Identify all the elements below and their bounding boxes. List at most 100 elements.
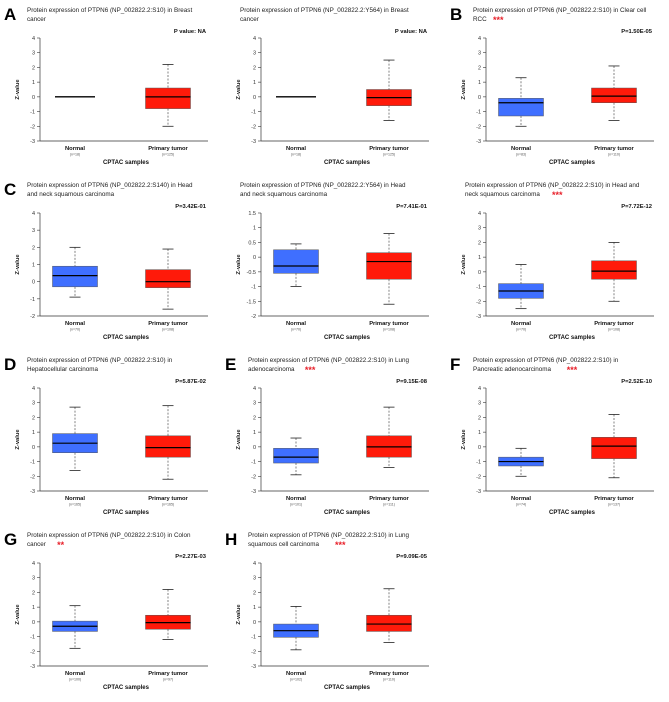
y-tick-label: -2 [30,314,35,320]
chart-title-line: Protein expression of PTPN6 (NP_002822.2… [248,357,410,364]
y-tick-label: 2 [32,65,35,71]
panel-4: Protein expression of PTPN6 (NP_002822.2… [236,182,429,341]
sample-count: (n=70) [291,328,302,332]
panel-10: H Protein expression of PTPN6 (NP_002822.… [225,530,429,691]
box-tumor [145,64,191,127]
sample-count: (n=97) [163,678,174,682]
x-axis-label: CPTAC samples [549,510,596,516]
box-normal [498,77,544,127]
x-axis-label: CPTAC samples [324,160,371,166]
p-value-label: P=5.87E-02 [175,379,206,385]
p-value-label: P=7.41E-01 [396,204,428,210]
sample-count: (n=102) [290,678,303,682]
y-tick-label: 0 [478,445,481,451]
chart-title-line: Protein expression of PTPN6 (NP_002822.2… [27,7,192,14]
y-tick-label: -1 [251,460,256,466]
chart-title-line: adenocarcinoma [248,366,295,373]
box-normal [52,246,98,298]
x-tick-label: Primary tumor [594,146,634,152]
iqr-box [145,435,191,458]
x-tick-label: Normal [65,496,85,502]
y-tick-label: -3 [476,139,481,145]
box-normal [273,606,319,651]
x-tick-label: Primary tumor [594,496,634,502]
y-tick-label: 4 [253,561,256,567]
y-tick-label: 0 [253,255,256,261]
sample-count: (n=70) [516,328,527,332]
y-tick-label: 2 [478,65,481,71]
y-tick-label: 3 [478,51,481,57]
y-tick-label: 1 [32,80,35,86]
p-value-label: P value: NA [174,29,207,35]
box-tumor [366,588,412,643]
x-tick-label: Normal [286,496,306,502]
box-normal [498,447,544,477]
x-axis-label: CPTAC samples [103,335,150,341]
y-tick-label: -1 [251,285,256,291]
iqr-box [591,87,637,103]
sample-count: (n=111) [383,503,395,507]
y-tick-label: 4 [478,211,481,217]
y-tick-label: -3 [251,664,256,670]
box-tumor [366,406,412,468]
y-tick-label: 4 [478,386,481,392]
y-axis-label: Z-value [15,79,21,100]
sample-count: (n=108) [608,328,621,332]
y-tick-label: 3 [32,401,35,407]
y-axis-label: Z-value [236,254,242,275]
iqr-box [366,614,412,632]
panel-7: E Protein expression of PTPN6 (NP_002822.… [225,355,429,516]
sample-count: (n=110) [383,678,395,682]
p-value-label: P=2.52E-10 [621,379,652,385]
x-axis-label: CPTAC samples [103,685,150,691]
panel-2: B Protein expression of PTPN6 (NP_002822.… [450,5,654,166]
y-tick-label: -3 [30,489,35,495]
sample-count: (n=108) [383,328,396,332]
panel-label: D [4,355,16,374]
sample-count: (n=18) [291,153,302,157]
y-tick-label: 1 [478,80,481,86]
chart-title-line: Pancreatic adenocarcinoma [473,366,552,373]
chart-title-line: and neck squamous carcinoma [27,191,115,198]
y-tick-label: 1 [253,430,256,436]
y-tick-label: -1 [251,635,256,641]
p-value-label: P=2.27E-03 [175,554,207,560]
x-tick-label: Primary tumor [148,671,188,677]
y-tick-label: 4 [32,211,35,217]
x-tick-label: Normal [511,321,531,327]
sample-count: (n=165) [69,503,82,507]
y-tick-label: 1 [253,80,256,86]
y-tick-label: -2 [476,124,481,130]
box-tumor [145,248,191,310]
y-tick-label: 1.5 [248,211,256,217]
box-tumor [145,405,191,480]
chart-title-line: Protein expression of PTPN6 (NP_002822.2… [27,182,193,189]
y-tick-label: -2 [30,649,35,655]
panel-5: Protein expression of PTPN6 (NP_002822.2… [461,182,654,341]
chart-title-line: cancer [27,541,46,548]
y-tick-label: 2 [32,415,35,421]
y-tick-label: -2 [251,314,256,320]
x-tick-label: Primary tumor [369,496,409,502]
panel-3: C Protein expression of PTPN6 (NP_002822.… [4,180,208,341]
chart-title-line: Protein expression of PTPN6 (NP_002822.2… [240,7,409,14]
y-tick-label: 4 [478,36,481,42]
p-value-label: P value: NA [395,29,428,35]
y-axis-label: Z-value [461,254,467,275]
chart-title-line: Hepatocellular carcinoma [27,366,99,373]
x-tick-label: Normal [286,321,306,327]
y-tick-label: 1 [253,605,256,611]
x-tick-label: Primary tumor [594,321,634,327]
chart-title-line: Protein expression of PTPN6 (NP_002822.2… [240,182,406,189]
y-tick-label: 0 [32,280,35,286]
sample-count: (n=100) [69,678,82,682]
box-normal [52,605,98,649]
chart-title-line: RCC [473,16,487,23]
significance-stars: *** [305,365,316,375]
chart-title-line: and neck squamous carcinoma [240,191,328,198]
x-axis-label: CPTAC samples [549,335,596,341]
y-tick-label: -3 [30,139,35,145]
p-value-label: P=9.15E-08 [396,379,428,385]
sample-count: (n=125) [162,153,175,157]
